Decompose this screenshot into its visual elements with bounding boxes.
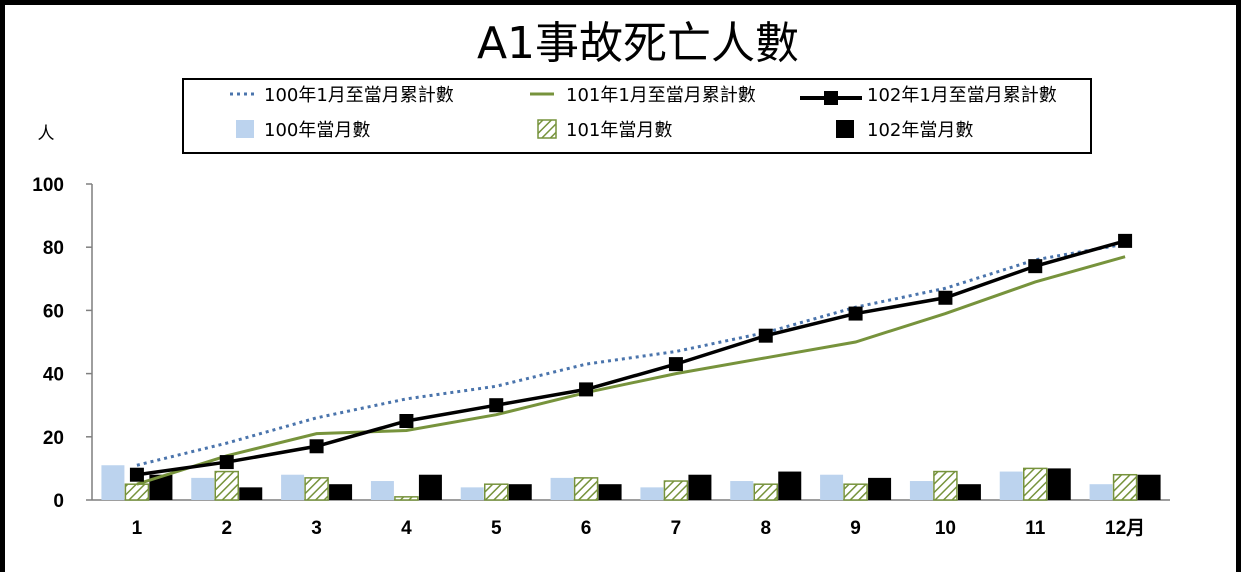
- bar: [394, 496, 419, 501]
- line-marker: [938, 290, 953, 305]
- bar: [999, 471, 1023, 500]
- bar: [957, 484, 981, 500]
- bar: [868, 477, 892, 500]
- x-tick-label: 1: [132, 518, 143, 539]
- x-tick-label: 6: [581, 518, 592, 539]
- bar: [688, 474, 712, 500]
- legend-swatch: [537, 119, 557, 139]
- x-tick-label: 9: [850, 518, 861, 539]
- line-marker: [399, 414, 414, 428]
- bar: [304, 477, 329, 501]
- legend-label: 102年當月數: [867, 120, 973, 141]
- bar: [820, 474, 844, 500]
- bar: [508, 484, 532, 500]
- y-tick-label: 20: [43, 428, 64, 449]
- bar: [640, 487, 664, 500]
- bar: [460, 487, 484, 500]
- bar: [214, 470, 239, 501]
- bar: [573, 477, 599, 501]
- x-tick-label: 3: [311, 518, 322, 539]
- legend-label: 100年1月至當月累計數: [264, 85, 454, 106]
- line-marker: [129, 467, 144, 482]
- legend-label: 101年當月數: [566, 120, 672, 141]
- series-line: [136, 255, 1126, 486]
- bar: [753, 483, 778, 501]
- x-tick-label: 11: [1025, 518, 1046, 539]
- bar: [101, 465, 125, 500]
- y-tick-label: 60: [43, 301, 64, 322]
- bar: [550, 477, 574, 500]
- plot-area: 0 20 40 60 80 100 1 2 3 4 5 6 7 8 9 10 11 12月: [32, 175, 1170, 539]
- x-tick-label: 4: [401, 518, 412, 539]
- line-marker: [309, 439, 324, 454]
- bar: [1023, 467, 1048, 501]
- legend-swatch-marker: [824, 91, 838, 105]
- bar: [1137, 474, 1161, 500]
- x-tick-label: 5: [491, 518, 502, 539]
- bar: [191, 477, 215, 500]
- line-marker: [668, 357, 683, 372]
- y-tick-label: 0: [53, 491, 64, 512]
- x-tick-label: 12月: [1105, 518, 1145, 539]
- bar: [484, 483, 509, 501]
- x-tick-label: 8: [760, 518, 771, 539]
- bar: [1047, 468, 1071, 500]
- x-tick-label: 7: [671, 518, 682, 539]
- chart-title: A1事故死亡人數: [477, 18, 799, 69]
- line-marker: [758, 328, 773, 343]
- y-tick-label: 80: [43, 238, 64, 259]
- bar: [909, 481, 933, 500]
- line-marker: [219, 455, 234, 470]
- bar: [778, 471, 802, 500]
- bar: [1112, 473, 1138, 501]
- bar: [329, 484, 353, 500]
- bar: [663, 480, 689, 501]
- bar: [598, 484, 622, 500]
- legend-label: 100年當月數: [264, 120, 370, 141]
- bar: [730, 481, 754, 500]
- y-axis-unit: 人: [38, 124, 55, 144]
- legend-box: [182, 78, 1092, 154]
- bar: [281, 474, 305, 500]
- bar: [933, 470, 958, 501]
- bar: [239, 487, 263, 500]
- bar: [370, 481, 394, 500]
- y-tick-label: 40: [43, 365, 64, 386]
- legend-swatch: [836, 120, 854, 138]
- x-tick-label: 10: [935, 518, 956, 539]
- series-line: [136, 242, 1126, 467]
- bar: [124, 483, 150, 501]
- x-tick-label: 2: [221, 518, 232, 539]
- legend: 100年1月至當月累計數 101年1月至當月累計數 102年1月至當月累計數 100年…: [230, 85, 1057, 141]
- bar: [843, 483, 868, 501]
- line-marker: [1028, 259, 1043, 274]
- line-marker: [848, 306, 863, 321]
- bar: [149, 474, 173, 500]
- y-tick-label: 100: [32, 175, 64, 196]
- legend-swatch: [236, 120, 254, 138]
- legend-label: 101年1月至當月累計數: [566, 85, 756, 106]
- line-marker: [1118, 233, 1133, 248]
- bar: [1089, 484, 1113, 500]
- line-marker: [579, 382, 594, 397]
- bar: [418, 474, 442, 500]
- series-line: [136, 239, 1126, 477]
- legend-label: 102年1月至當月累計數: [867, 85, 1057, 106]
- line-marker: [489, 398, 504, 413]
